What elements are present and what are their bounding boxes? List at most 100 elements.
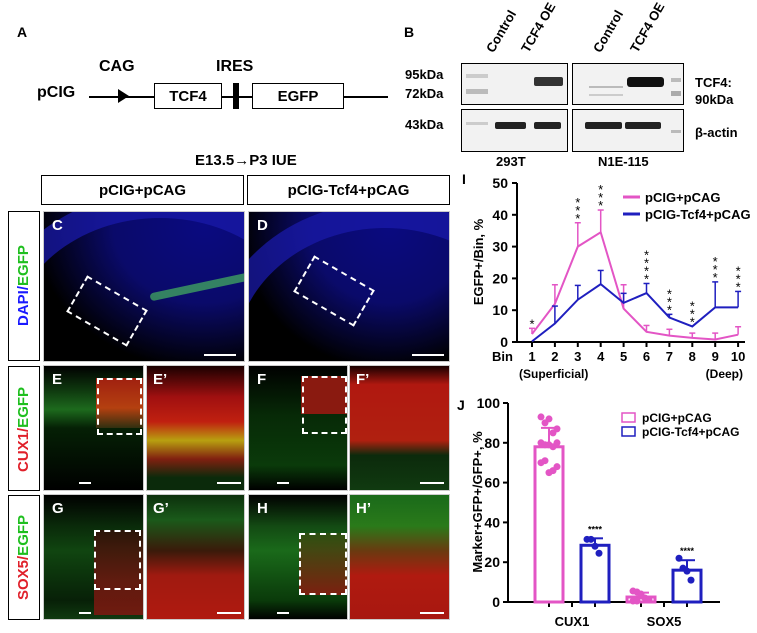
actin-band (625, 122, 661, 129)
svg-text:*: * (598, 198, 603, 213)
svg-text:50: 50 (492, 175, 508, 191)
panel-letter-e: E (52, 371, 63, 388)
scale-bar (79, 612, 91, 614)
panel-letter-h-prime: H’ (356, 500, 371, 517)
svg-text:*: * (575, 203, 580, 218)
micrograph-f-prime: F’ (349, 365, 450, 491)
panel-i-letter: I (462, 171, 466, 187)
scale-bar (217, 612, 241, 614)
scale-bar (277, 482, 289, 484)
panel-letter-d: D (257, 217, 268, 234)
zoom-region-box (299, 533, 347, 595)
micrograph-f: F (248, 365, 348, 491)
marker-95: 95kDa (405, 67, 444, 82)
svg-text:20: 20 (484, 554, 500, 570)
panel-letter-g-prime: G’ (153, 500, 169, 517)
micrograph-e-prime: E’ (146, 365, 245, 491)
svg-text:2: 2 (551, 349, 558, 364)
micrograph-e: E (43, 365, 144, 491)
svg-text:4: 4 (597, 349, 605, 364)
svg-text:****: **** (680, 546, 695, 556)
svg-text:pCIG-Tcf4+pCAG: pCIG-Tcf4+pCAG (645, 207, 751, 222)
svg-text:*: * (644, 263, 649, 278)
tcf4-gene-box: TCF4 (154, 83, 222, 109)
svg-text:Marker+GFP+/GFP+, %: Marker+GFP+/GFP+, % (470, 431, 485, 573)
scale-bar (79, 482, 91, 484)
svg-text:0: 0 (492, 594, 500, 610)
panel-letter-f: F (257, 371, 267, 388)
svg-text:pCIG-Tcf4+pCAG: pCIG-Tcf4+pCAG (642, 425, 739, 439)
panel-b-letter: B (404, 24, 415, 40)
scale-bar (217, 482, 241, 484)
tcf4-band (627, 77, 664, 87)
svg-text:CUX1: CUX1 (555, 614, 590, 629)
panel-j-letter: J (457, 397, 465, 413)
svg-text:*: * (736, 271, 741, 286)
row-label-cux1 (8, 366, 40, 491)
svg-text:*: * (575, 211, 580, 226)
panel-letter-g: G (52, 500, 64, 517)
micrograph-h: H (248, 494, 348, 620)
svg-text:*: * (644, 247, 649, 262)
svg-text:****: **** (588, 524, 603, 534)
svg-text:30: 30 (492, 239, 508, 255)
experiment-title: E13.5→P3 IUE (195, 152, 297, 169)
col-header-control: pCIG+pCAG (41, 175, 244, 205)
tcf4-label: TCF4: (695, 75, 732, 90)
zoom-region-box (97, 378, 142, 435)
zoom-region-box (94, 530, 141, 590)
svg-text:(Superficial): (Superficial) (519, 367, 588, 381)
svg-text:6: 6 (643, 349, 650, 364)
svg-text:10: 10 (731, 349, 745, 364)
marker-72: 72kDa (405, 86, 444, 101)
scale-bar (204, 354, 236, 356)
svg-text:*: * (529, 316, 534, 331)
micrograph-g-prime: G’ (146, 494, 245, 620)
svg-text:10: 10 (492, 302, 508, 318)
col-header-tcf4: pCIG-Tcf4+pCAG (247, 175, 450, 205)
ires-block (233, 83, 239, 109)
svg-text:*: * (713, 270, 718, 285)
svg-text:*: * (713, 262, 718, 277)
actin-band (585, 122, 622, 129)
scale-bar (412, 354, 444, 356)
svg-text:5: 5 (620, 349, 627, 364)
zoom-region-box (302, 376, 347, 434)
actin-band (495, 122, 526, 129)
tcf4-kda-label: 90kDa (695, 92, 734, 107)
svg-text:100: 100 (477, 395, 501, 411)
svg-text:*: * (667, 286, 672, 301)
svg-text:60: 60 (484, 475, 500, 491)
svg-text:80: 80 (484, 435, 500, 451)
panel-a-letter: A (17, 24, 28, 40)
tcf4-band (534, 77, 563, 86)
egfp-gene-label: EGFP (277, 87, 319, 105)
actin-band (534, 122, 561, 129)
svg-text:8: 8 (689, 349, 696, 364)
row-label-dapi (8, 211, 40, 361)
svg-text:*: * (713, 254, 718, 269)
col-header-label: pCIG+pCAG (98, 181, 187, 199)
svg-text:(Deep): (Deep) (706, 367, 743, 381)
cell-line-n1e: N1E-115 (598, 154, 649, 169)
micrograph-d: D (248, 211, 450, 362)
svg-text:*: * (667, 302, 672, 317)
promoter-label: CAG (99, 58, 135, 75)
svg-text:*: * (667, 294, 672, 309)
tcf4-gene-label: TCF4 (169, 87, 207, 105)
svg-text:*: * (690, 306, 695, 321)
svg-text:0: 0 (500, 334, 508, 350)
scale-bar (277, 612, 289, 614)
svg-text:*: * (598, 182, 603, 197)
col-header-label: pCIG-Tcf4+pCAG (287, 181, 410, 199)
svg-text:40: 40 (484, 514, 500, 530)
svg-text:*: * (598, 190, 603, 205)
svg-text:40: 40 (492, 207, 508, 223)
svg-text:EGFP+/Bin, %: EGFP+/Bin, % (471, 218, 486, 305)
marker-43: 43kDa (405, 117, 444, 132)
svg-text:*: * (736, 279, 741, 294)
actin-label: β-actin (695, 125, 738, 140)
svg-text:20: 20 (492, 270, 508, 286)
micrograph-c: C (43, 211, 245, 362)
